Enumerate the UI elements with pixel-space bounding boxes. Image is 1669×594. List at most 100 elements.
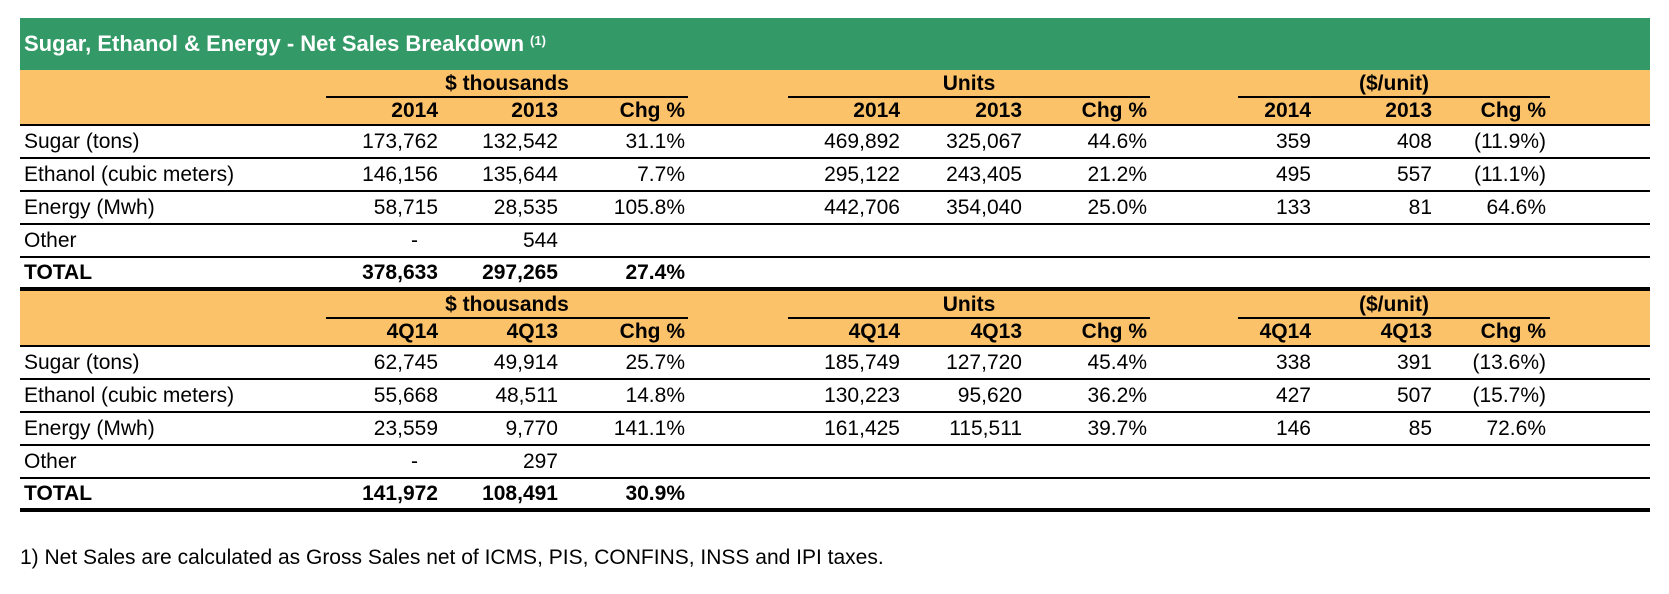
table-cell: 297 [522, 449, 558, 473]
total-row: TOTAL 378,633 297,265 27.4% [20, 258, 1650, 291]
table-cell: - [411, 449, 418, 473]
title-footnote-marker: (1) [530, 32, 546, 48]
row-label: Other [24, 449, 77, 473]
column-header: 4Q14 [848, 320, 900, 343]
total-label: TOTAL [24, 481, 93, 505]
table-cell: 173,762 [362, 129, 438, 153]
table-cell: 135,644 [482, 162, 558, 186]
column-header: 4Q13 [506, 320, 558, 343]
table-cell: (11.1%) [1474, 162, 1546, 186]
table-cell: 338 [1275, 350, 1311, 374]
column-header-row: 2014 2013 Chg % 2014 2013 Chg % 2014 2013 Chg % [20, 98, 1650, 126]
table-cell [1436, 225, 1546, 256]
table-cell: 469,892 [824, 129, 900, 153]
column-header: Chg % [619, 320, 685, 343]
table-row: Ethanol (cubic meters) 55,668 48,511 14.8% 1… [20, 380, 1650, 413]
group-underline [1238, 317, 1550, 319]
table-row: Energy (Mwh) 58,715 28,535 105.8% 442,706 354… [20, 192, 1650, 225]
group-underline [1238, 96, 1550, 98]
table-cell: 185,749 [824, 350, 900, 374]
table-cell [575, 225, 685, 256]
group-underline [326, 96, 688, 98]
table-cell: 23,559 [373, 416, 438, 440]
table-cell [912, 446, 1022, 477]
table-cell: 25.0% [1087, 195, 1147, 219]
table-cell: 49,914 [493, 350, 558, 374]
group-header: Units [942, 72, 996, 95]
table-cell [1201, 225, 1311, 256]
table-cell: (15.7%) [1472, 383, 1546, 407]
table-cell [1201, 446, 1311, 477]
table-cell: 130,223 [824, 383, 900, 407]
row-label: Ethanol (cubic meters) [24, 162, 235, 186]
column-header: Chg % [1081, 320, 1147, 343]
column-header: 2014 [853, 99, 900, 122]
total-label: TOTAL [24, 260, 93, 284]
column-header-row: 4Q14 4Q13 Chg % 4Q14 4Q13 Chg % 4Q14 4Q13 Chg % [20, 319, 1650, 347]
row-label: Other [24, 228, 77, 252]
group-header: ($/unit) [1359, 293, 1429, 316]
table-cell: 354,040 [946, 195, 1022, 219]
table-row: Sugar (tons) 173,762 132,542 31.1% 469,892 32… [20, 126, 1650, 159]
column-header: Chg % [1081, 99, 1147, 122]
table-cell [912, 225, 1022, 256]
table-cell: 45.4% [1087, 350, 1147, 374]
table-cell: 161,425 [824, 416, 900, 440]
table-cell: 25.7% [625, 350, 685, 374]
total-row: TOTAL 141,972 108,491 30.9% [20, 479, 1650, 512]
total-cell: 30.9% [625, 481, 685, 505]
table-cell: 243,405 [946, 162, 1022, 186]
column-header: 2014 [391, 99, 438, 122]
row-label: Sugar (tons) [24, 129, 140, 153]
table-cell: 146,156 [362, 162, 438, 186]
column-header: Chg % [619, 99, 685, 122]
group-underline [788, 96, 1150, 98]
table-cell: 146 [1275, 416, 1311, 440]
table-cell: (13.6%) [1472, 350, 1546, 374]
total-cell: 297,265 [482, 260, 558, 284]
table-row: Other - 297 [20, 446, 1650, 479]
table-cell [1436, 446, 1546, 477]
table-cell [575, 446, 685, 477]
table-cell: 427 [1275, 383, 1311, 407]
column-header: Chg % [1480, 320, 1546, 343]
table-cell: 325,067 [946, 129, 1022, 153]
table-cell: - [411, 228, 418, 252]
table-cell: 132,542 [482, 129, 558, 153]
table-row: Other - 544 [20, 225, 1650, 258]
column-header: 4Q13 [970, 320, 1022, 343]
total-cell: 108,491 [482, 481, 558, 505]
row-label: Energy (Mwh) [24, 195, 155, 219]
table-cell: 36.2% [1087, 383, 1147, 407]
table-title: Sugar, Ethanol & Energy - Net Sales Brea… [24, 31, 525, 56]
column-header: 2013 [511, 99, 558, 122]
group-header: ($/unit) [1359, 72, 1429, 95]
table-title-bar: Sugar, Ethanol & Energy - Net Sales Brea… [20, 18, 1650, 70]
column-header: 4Q14 [386, 320, 438, 343]
total-cell: 378,633 [362, 260, 438, 284]
table-body: $ thousands Units ($/unit) 2014 2013 Chg % 201… [20, 70, 1650, 512]
table-cell: 105.8% [613, 195, 685, 219]
table-cell: 141.1% [613, 416, 685, 440]
table-cell: 48,511 [495, 383, 558, 407]
table-cell: 85 [1408, 416, 1432, 440]
table-cell: 95,620 [957, 383, 1022, 407]
table-cell [1322, 446, 1432, 477]
table-cell: 7.7% [637, 162, 685, 186]
column-header: 4Q14 [1259, 320, 1311, 343]
table-cell: 391 [1396, 350, 1432, 374]
net-sales-table: Sugar, Ethanol & Energy - Net Sales Brea… [20, 18, 1650, 512]
table-cell: 81 [1408, 195, 1432, 219]
table-cell: 64.6% [1486, 195, 1546, 219]
table-cell [1037, 446, 1147, 477]
table-cell: 133 [1275, 195, 1311, 219]
table-cell [1322, 225, 1432, 256]
table-cell: 72.6% [1486, 416, 1546, 440]
footnote: 1) Net Sales are calculated as Gross Sal… [20, 546, 884, 569]
table-cell [790, 446, 900, 477]
column-header: 2013 [975, 99, 1022, 122]
row-label: Energy (Mwh) [24, 416, 155, 440]
table-cell: 62,745 [373, 350, 438, 374]
group-header-row: $ thousands Units ($/unit) [20, 70, 1650, 98]
table-cell: 28,535 [493, 195, 558, 219]
